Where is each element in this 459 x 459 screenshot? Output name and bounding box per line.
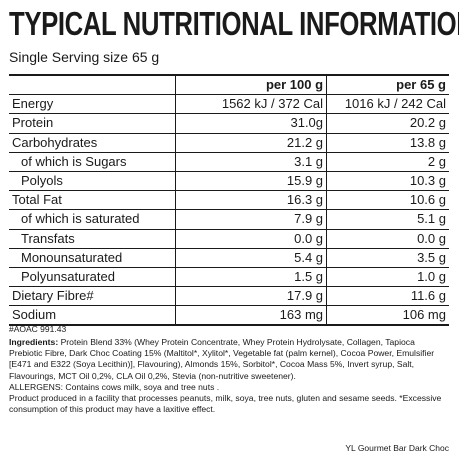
row-per-serving: 1.0 g (326, 267, 449, 288)
row-label: Energy (9, 94, 176, 115)
table-row: Monounsaturated 5.4 g 3.5 g (9, 248, 449, 268)
table-row: Total Fat 16.3 g 10.6 g (9, 190, 449, 211)
row-per-serving: 2 g (326, 152, 449, 172)
table-row: of which is saturated 7.9 g 5.1 g (9, 209, 449, 230)
row-per-serving: 10.6 g (326, 190, 449, 211)
row-per-serving: 5.1 g (326, 209, 449, 230)
row-per-100g: 0.0 g (175, 229, 327, 249)
row-label: of which is Sugars (9, 152, 176, 172)
row-label: Polyols (9, 171, 176, 192)
column-header-per-serving: per 65 g (326, 74, 449, 96)
row-label: Protein (9, 113, 176, 134)
row-label: Dietary Fibre# (9, 286, 176, 307)
column-header-per-100g: per 100 g (175, 74, 327, 96)
row-per-100g: 7.9 g (175, 209, 327, 230)
row-per-serving: 0.0 g (326, 229, 449, 249)
table-row: Sodium 163 mg 106 mg (9, 305, 449, 327)
row-label: of which is saturated (9, 209, 176, 230)
table-row: Protein 31.0g 20.2 g (9, 113, 449, 134)
row-label: Total Fat (9, 190, 176, 211)
row-per-100g: 21.2 g (175, 133, 327, 153)
row-per-100g: 5.4 g (175, 248, 327, 268)
serving-size: Single Serving size 65 g (9, 49, 160, 65)
row-per-100g: 16.3 g (175, 190, 327, 211)
table-row: Carbohydrates 21.2 g 13.8 g (9, 133, 449, 153)
row-label: Sodium (9, 305, 176, 327)
row-per-serving: 106 mg (326, 305, 449, 327)
table-header-row: per 100 g per 65 g (9, 74, 449, 96)
row-per-serving: 1016 kJ / 242 Cal (326, 94, 449, 115)
row-per-serving: 3.5 g (326, 248, 449, 268)
row-label: Polyunsaturated (9, 267, 176, 288)
row-label: Transfats (9, 229, 176, 249)
row-per-100g: 163 mg (175, 305, 327, 327)
ingredients-heading: Ingredients: (9, 337, 59, 347)
page-title: TYPICAL NUTRITIONAL INFORMATION (9, 5, 459, 42)
table-row: Transfats 0.0 g 0.0 g (9, 229, 449, 249)
row-per-serving: 10.3 g (326, 171, 449, 192)
row-per-100g: 3.1 g (175, 152, 327, 172)
table-row: Energy 1562 kJ / 372 Cal 1016 kJ / 242 C… (9, 94, 449, 115)
row-per-100g: 1562 kJ / 372 Cal (175, 94, 327, 115)
row-per-100g: 31.0g (175, 113, 327, 134)
row-label: Monounsaturated (9, 248, 176, 268)
ingredients-text: Protein Blend 33% (Whey Protein Concentr… (9, 337, 435, 381)
row-label: Carbohydrates (9, 133, 176, 153)
row-per-serving: 11.6 g (326, 286, 449, 307)
table-row: of which is Sugars 3.1 g 2 g (9, 152, 449, 172)
ingredients-paragraph: Ingredients: Protein Blend 33% (Whey Pro… (9, 337, 449, 382)
table-row: Polyols 15.9 g 10.3 g (9, 171, 449, 192)
row-per-100g: 1.5 g (175, 267, 327, 288)
column-header-nutrient (9, 74, 176, 96)
row-per-100g: 15.9 g (175, 171, 327, 192)
row-per-serving: 20.2 g (326, 113, 449, 134)
table-row: Dietary Fibre# 17.9 g 11.6 g (9, 286, 449, 307)
footnote: #AOAC 991.43 (9, 324, 67, 334)
table-row: Polyunsaturated 1.5 g 1.0 g (9, 267, 449, 288)
ingredients-block: Ingredients: Protein Blend 33% (Whey Pro… (9, 337, 449, 415)
row-per-100g: 17.9 g (175, 286, 327, 307)
nutrition-table: per 100 g per 65 g Energy 1562 kJ / 372 … (9, 74, 449, 327)
allergens-text: ALLERGENS: Contains cows milk, soya and … (9, 381, 220, 392)
product-name: YL Gourmet Bar Dark Choc (345, 443, 449, 453)
row-per-serving: 13.8 g (326, 133, 449, 153)
facility-text: Product produced in a facility that proc… (9, 393, 442, 415)
